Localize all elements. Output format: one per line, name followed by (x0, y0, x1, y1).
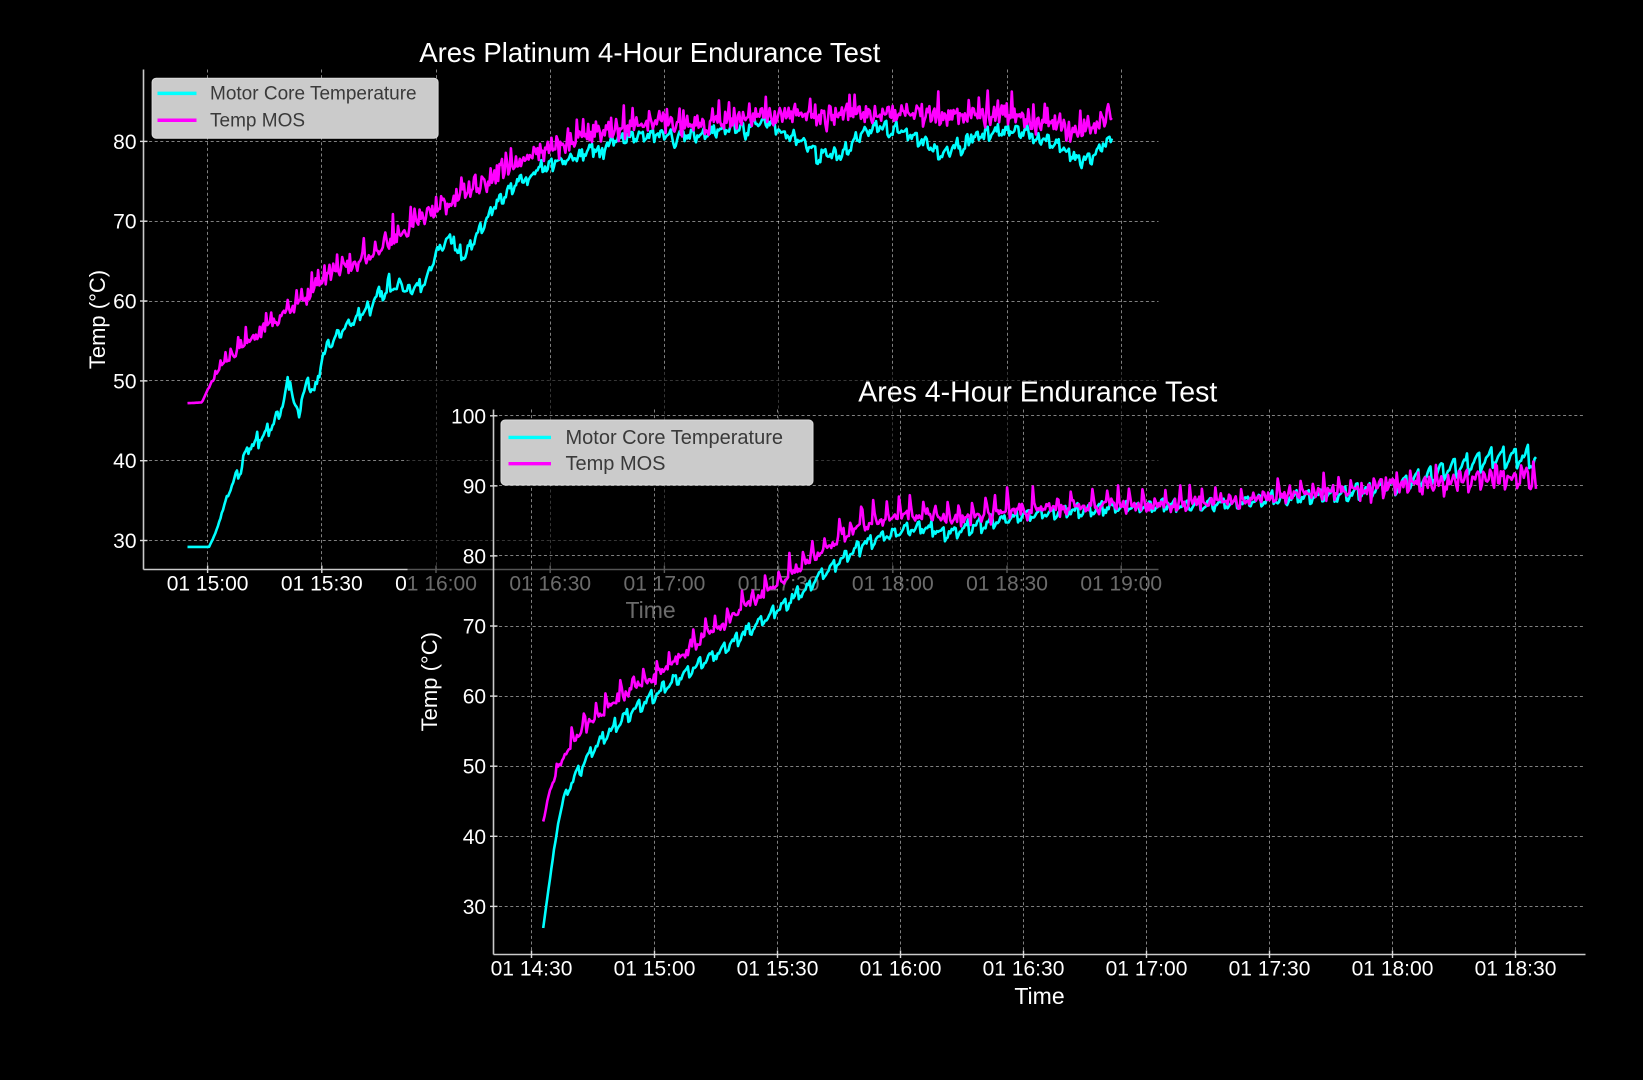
svg-text:90: 90 (463, 475, 486, 498)
svg-text:60: 60 (113, 291, 136, 314)
svg-text:50: 50 (463, 756, 486, 779)
svg-text:01 18:00: 01 18:00 (1352, 958, 1434, 981)
svg-text:01 14:30: 01 14:30 (491, 958, 573, 981)
svg-text:30: 30 (113, 530, 136, 553)
svg-text:50: 50 (113, 370, 136, 393)
svg-text:Temp (°C): Temp (°C) (85, 270, 110, 369)
svg-text:30: 30 (463, 896, 486, 919)
svg-text:Ares Platinum 4-Hour Endurance: Ares Platinum 4-Hour Endurance Test (419, 37, 880, 68)
svg-text:40: 40 (463, 826, 486, 849)
svg-text:01 18:30: 01 18:30 (1475, 958, 1557, 981)
svg-text:Motor Core Temperature: Motor Core Temperature (566, 427, 784, 449)
svg-text:70: 70 (463, 616, 486, 639)
svg-text:01 17:30: 01 17:30 (1229, 958, 1311, 981)
svg-text:40: 40 (113, 450, 136, 473)
svg-text:60: 60 (463, 686, 486, 709)
svg-text:01 16:30: 01 16:30 (983, 958, 1065, 981)
svg-text:01 17:00: 01 17:00 (1106, 958, 1188, 981)
svg-text:01 16:00: 01 16:00 (860, 958, 942, 981)
svg-text:01 15:00: 01 15:00 (167, 573, 249, 596)
svg-text:Motor Core Temperature: Motor Core Temperature (210, 83, 417, 104)
svg-text:80: 80 (463, 545, 486, 568)
svg-text:01 15:00: 01 15:00 (614, 958, 696, 981)
svg-text:01 15:30: 01 15:30 (281, 573, 363, 596)
svg-text:Ares 4-Hour Endurance Test: Ares 4-Hour Endurance Test (858, 377, 1217, 409)
svg-text:Temp (°C): Temp (°C) (417, 632, 442, 731)
svg-text:Temp MOS: Temp MOS (566, 453, 666, 475)
svg-text:70: 70 (113, 211, 136, 234)
svg-text:01 15:30: 01 15:30 (737, 958, 819, 981)
svg-text:Temp MOS: Temp MOS (210, 110, 305, 131)
svg-text:80: 80 (113, 131, 136, 154)
svg-text:Time: Time (1014, 983, 1064, 1009)
svg-text:100: 100 (451, 405, 486, 428)
